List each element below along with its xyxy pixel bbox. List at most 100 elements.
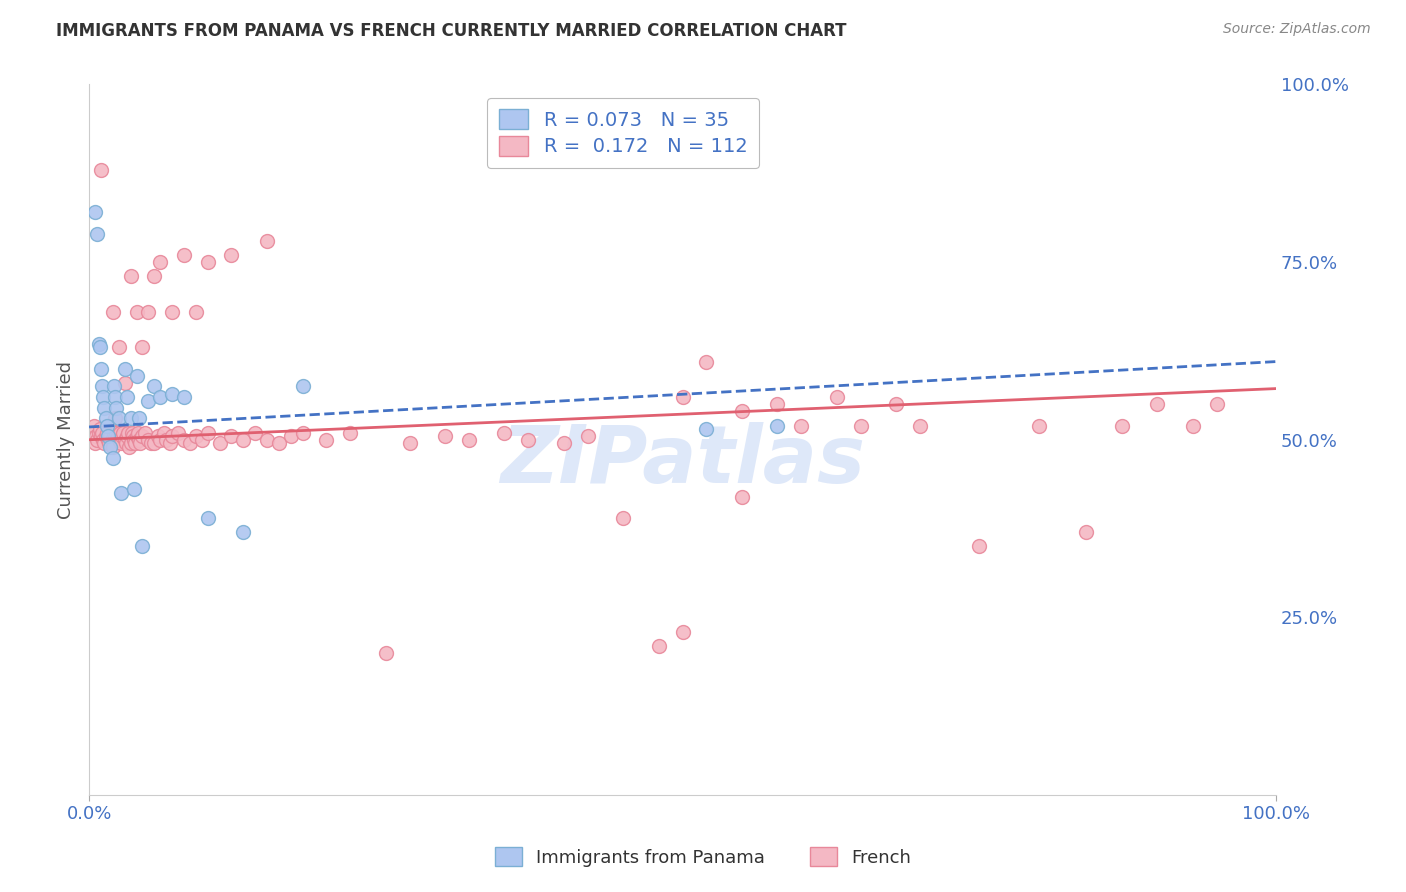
Point: [114, 433, 136, 447]
Point: [315, 433, 337, 447]
Point: [91, 379, 114, 393]
Point: [84, 205, 107, 219]
Point: [1181, 418, 1204, 433]
Point: [129, 436, 152, 450]
Point: [267, 436, 290, 450]
Point: [107, 411, 129, 425]
Point: [94, 411, 117, 425]
Point: [517, 433, 540, 447]
Point: [825, 390, 848, 404]
Point: [143, 436, 166, 450]
Point: [143, 379, 166, 393]
Point: [93, 436, 115, 450]
Point: [86, 433, 108, 447]
Point: [1074, 525, 1097, 540]
Point: [125, 368, 148, 383]
Point: [98, 436, 121, 450]
Point: [90, 429, 112, 443]
Point: [84, 429, 107, 443]
Point: [83, 418, 105, 433]
Point: [124, 436, 146, 450]
Point: [87, 336, 110, 351]
Point: [131, 539, 153, 553]
Point: [93, 401, 115, 415]
Point: [208, 436, 231, 450]
Point: [221, 429, 243, 443]
Point: [155, 433, 177, 447]
Point: [232, 433, 254, 447]
Point: [94, 429, 117, 443]
Point: [91, 433, 114, 447]
Point: [648, 639, 671, 653]
Point: [107, 340, 129, 354]
Point: [104, 411, 127, 425]
Point: [114, 376, 136, 390]
Point: [766, 418, 789, 433]
Point: [125, 429, 148, 443]
Y-axis label: Currently Married: Currently Married: [58, 360, 75, 519]
Point: [160, 429, 183, 443]
Point: [90, 162, 112, 177]
Point: [146, 429, 169, 443]
Point: [167, 425, 190, 440]
Point: [100, 429, 122, 443]
Point: [671, 390, 693, 404]
Point: [101, 305, 124, 319]
Point: [117, 425, 139, 440]
Point: [101, 450, 124, 465]
Point: [84, 436, 107, 450]
Text: ZIPatlas: ZIPatlas: [501, 422, 865, 500]
Point: [197, 425, 219, 440]
Point: [121, 425, 143, 440]
Point: [143, 269, 166, 284]
Point: [149, 255, 172, 269]
Point: [120, 269, 142, 284]
Point: [105, 425, 128, 440]
Point: [159, 436, 181, 450]
Point: [1205, 397, 1227, 411]
Point: [122, 433, 145, 447]
Point: [849, 418, 872, 433]
Point: [245, 425, 267, 440]
Point: [398, 436, 420, 450]
Point: [197, 255, 219, 269]
Point: [125, 305, 148, 319]
Point: [494, 425, 516, 440]
Point: [138, 305, 160, 319]
Point: [173, 390, 195, 404]
Point: [96, 418, 118, 433]
Point: [108, 425, 131, 440]
Point: [173, 248, 195, 262]
Point: [105, 401, 128, 415]
Point: [86, 227, 108, 241]
Point: [576, 429, 599, 443]
Point: [115, 429, 138, 443]
Point: [291, 425, 314, 440]
Point: [110, 486, 132, 500]
Point: [884, 397, 907, 411]
Point: [115, 436, 138, 450]
Point: [232, 525, 254, 540]
Point: [122, 483, 145, 497]
Point: [908, 418, 931, 433]
Point: [139, 436, 162, 450]
Point: [134, 425, 156, 440]
Point: [766, 397, 789, 411]
Point: [160, 305, 183, 319]
Point: [790, 418, 813, 433]
Point: [97, 429, 120, 443]
Point: [671, 624, 693, 639]
Point: [553, 436, 575, 450]
Point: [1146, 397, 1168, 411]
Point: [197, 511, 219, 525]
Point: [89, 422, 111, 436]
Point: [91, 390, 114, 404]
Point: [131, 429, 153, 443]
Point: [104, 390, 127, 404]
Point: [138, 393, 160, 408]
Point: [1028, 418, 1050, 433]
Point: [731, 404, 754, 418]
Point: [107, 429, 129, 443]
Point: [695, 354, 717, 368]
Point: [280, 429, 302, 443]
